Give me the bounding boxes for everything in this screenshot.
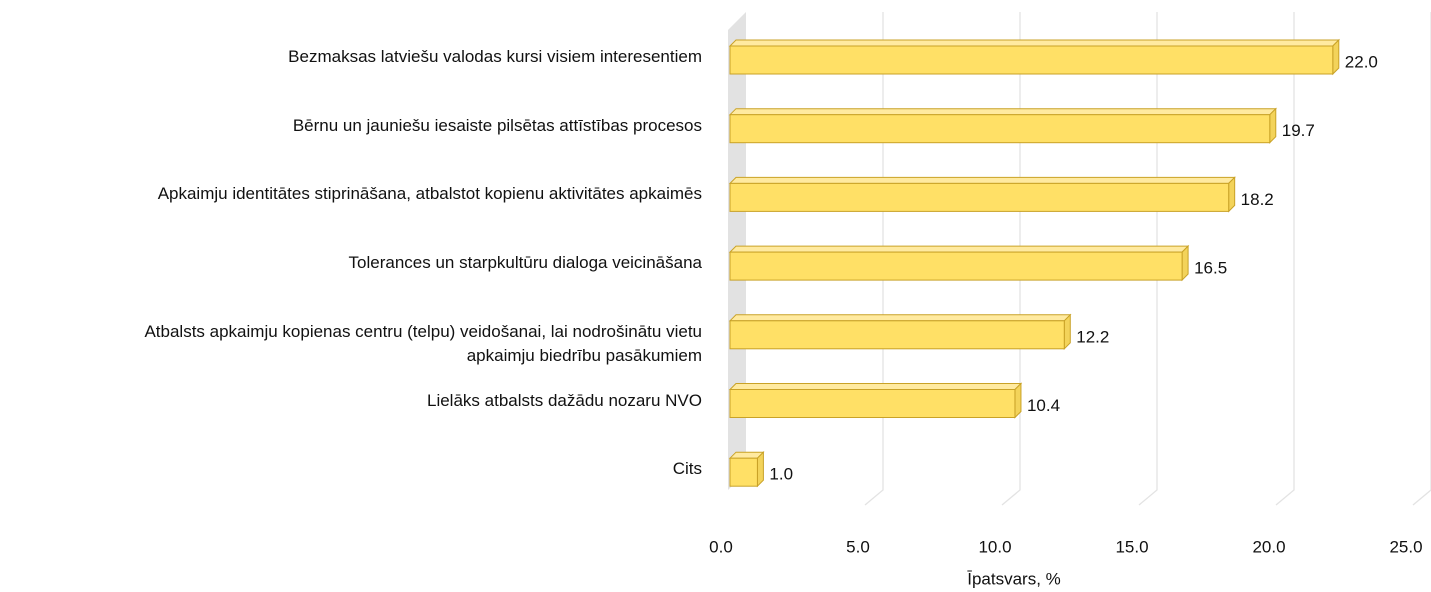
bar xyxy=(728,313,1072,351)
x-tick-label: 0.0 xyxy=(709,537,733,556)
bar xyxy=(728,382,1023,419)
bar-front xyxy=(729,251,1183,281)
bar-top xyxy=(728,383,1023,390)
bar-side xyxy=(1332,38,1340,76)
bar xyxy=(728,107,1277,144)
value-label: 22.0 xyxy=(1345,52,1378,71)
value-label: 12.2 xyxy=(1076,327,1109,346)
x-tick-label: 10.0 xyxy=(978,537,1011,556)
value-label: 16.5 xyxy=(1194,259,1227,278)
grid-line xyxy=(1412,12,1431,506)
category-label: Atbalsts apkaimju kopienas centru (telpu… xyxy=(144,321,702,365)
value-label: 10.4 xyxy=(1027,396,1060,415)
bar-side xyxy=(756,450,764,488)
category-label: Lielāks atbalsts dažādu nozaru NVO xyxy=(427,390,702,410)
bar-top xyxy=(728,39,1341,47)
bar-front xyxy=(729,182,1230,212)
category-label: Apkaimju identitātes stiprināšana, atbal… xyxy=(157,184,702,204)
category-label: Bezmaksas latviešu valodas kursi visiem … xyxy=(288,47,702,66)
grid-line xyxy=(864,12,884,506)
value-label: 18.2 xyxy=(1241,190,1274,209)
x-tick-label: 15.0 xyxy=(1115,537,1148,556)
category-label: Cits xyxy=(672,459,702,479)
category-label: Bērnu un jauniešu iesaiste pilsētas attī… xyxy=(292,115,702,135)
bar-front xyxy=(729,114,1271,144)
bar-side xyxy=(1063,313,1071,351)
value-label: 19.7 xyxy=(1282,121,1315,140)
bar-top xyxy=(728,108,1277,116)
bar-side xyxy=(1228,176,1236,213)
bar-front xyxy=(729,320,1065,350)
bar xyxy=(728,450,765,488)
bar-front xyxy=(729,389,1016,418)
x-tick-label: 25.0 xyxy=(1389,537,1422,556)
bar-side xyxy=(1181,244,1189,282)
bar xyxy=(728,176,1236,213)
bar-side xyxy=(1269,107,1277,144)
grid-line xyxy=(1138,12,1158,506)
bar xyxy=(728,38,1341,76)
x-tick-label: 20.0 xyxy=(1252,537,1285,556)
grid-line xyxy=(1001,12,1021,506)
bar-top xyxy=(728,314,1072,322)
bar-front xyxy=(729,457,758,487)
bar-top xyxy=(728,245,1190,253)
bar-front xyxy=(729,45,1334,75)
bar-side xyxy=(1014,382,1022,419)
value-label: 1.0 xyxy=(769,465,793,484)
category-label: Tolerances un starpkultūru dialoga veici… xyxy=(348,253,702,273)
bar xyxy=(728,244,1190,282)
x-axis-title: Īpatsvars, % xyxy=(967,569,1061,588)
bar-top xyxy=(728,176,1236,184)
x-tick-label: 5.0 xyxy=(846,537,870,556)
grid-line xyxy=(1275,12,1295,506)
